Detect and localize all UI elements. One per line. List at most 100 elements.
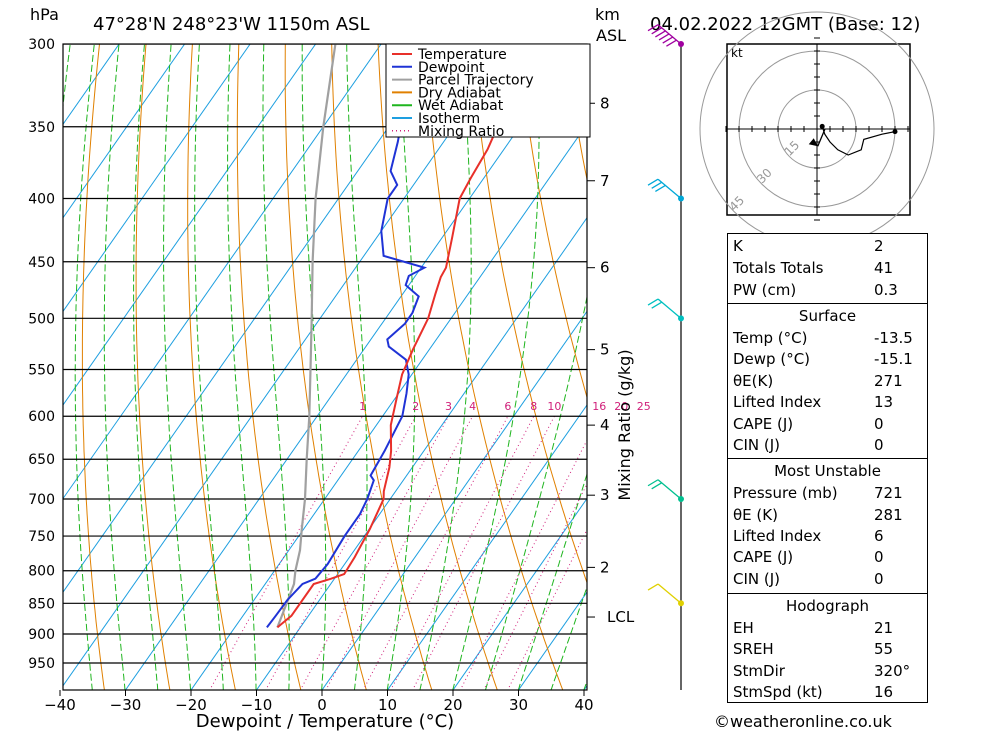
wet-adiabat-line bbox=[484, 294, 587, 690]
skewt-profiles bbox=[266, 44, 531, 629]
mixing-ratio-label: 10 bbox=[547, 400, 561, 413]
mixing-ratio-label: 20 bbox=[614, 400, 628, 413]
x-tick-label: 30 bbox=[509, 696, 528, 714]
hodograph-title-row: Hodograph bbox=[728, 596, 927, 617]
mixing-ratio-line bbox=[325, 415, 474, 690]
stmspd-value: 16 bbox=[874, 683, 894, 701]
stmdir-value: 320° bbox=[874, 662, 911, 680]
mu-theta-e-row: θE (K) 281 bbox=[728, 505, 927, 526]
isotherm-line bbox=[0, 7, 80, 691]
legend-label: Parcel Trajectory bbox=[418, 73, 534, 89]
mu-cin-label: CIN (J) bbox=[733, 570, 781, 588]
dry-adiabat-line bbox=[969, 7, 1000, 691]
km-unit-label: km bbox=[595, 5, 620, 24]
altitude-tick-label: 3 bbox=[600, 486, 610, 504]
x-axis-title: Dewpoint / Temperature (°C) bbox=[196, 711, 454, 732]
pressure-tick-label: 700 bbox=[28, 492, 55, 508]
pressure-tick-label: 650 bbox=[28, 452, 55, 468]
mixing-ratio-label: 1 bbox=[359, 400, 366, 413]
legend-label: Temperature bbox=[417, 47, 507, 63]
stmdir-row: StmDir 320° bbox=[728, 661, 927, 682]
altitude-tick-label: 6 bbox=[600, 259, 610, 277]
mu-theta-e-label: θE (K) bbox=[733, 506, 778, 524]
wind-barbs bbox=[647, 24, 684, 607]
pressure-tick-label: 550 bbox=[28, 363, 55, 379]
totals-totals-value: 41 bbox=[874, 259, 894, 277]
wind-barb bbox=[647, 583, 682, 604]
location-title: 47°28'N 248°23'W 1150m ASL bbox=[93, 14, 370, 35]
legend-label: Mixing Ratio bbox=[418, 124, 504, 140]
surface-theta-e-value: 271 bbox=[874, 372, 903, 390]
hodograph-point bbox=[819, 123, 825, 129]
altitude-tick-label: LCL bbox=[607, 608, 635, 626]
hpa-unit-label: hPa bbox=[30, 5, 59, 24]
x-tick-label: −20 bbox=[175, 696, 207, 714]
dry-adiabat-line bbox=[26, 7, 58, 691]
stmdir-label: StmDir bbox=[733, 662, 785, 680]
legend-label: Wet Adiabat bbox=[418, 98, 504, 114]
wet-adiabat-line bbox=[301, 44, 327, 690]
mixing-ratio-label: 16 bbox=[592, 400, 606, 413]
surface-cape-row: CAPE (J) 0 bbox=[728, 414, 927, 435]
mixing-ratio-label: 4 bbox=[469, 400, 476, 413]
mixing-ratio-label: 2 bbox=[412, 400, 419, 413]
mixing-ratio-line bbox=[459, 439, 587, 690]
mixing-ratio-label: 8 bbox=[530, 400, 537, 413]
copyright-text: ©weatheronline.co.uk bbox=[714, 712, 893, 731]
indices-panel: K 2 Totals Totals 41 PW (cm) 0.3 Surface… bbox=[727, 233, 928, 703]
wet-adiabat-line bbox=[74, 44, 95, 690]
datetime-title: 04.02.2022 12GMT (Base: 12) bbox=[650, 14, 920, 35]
most-unstable-title-row: Most Unstable bbox=[728, 461, 927, 482]
totals-totals-label: Totals Totals bbox=[733, 259, 824, 277]
mu-cin-row: CIN (J) 0 bbox=[728, 569, 927, 590]
altitude-tick-label: 7 bbox=[600, 172, 610, 190]
altitude-tick-label: 2 bbox=[600, 558, 610, 576]
legend-label: Dry Adiabat bbox=[418, 85, 501, 101]
section-divider bbox=[728, 593, 927, 594]
hodograph-trace bbox=[821, 126, 896, 156]
mu-pressure-row: Pressure (mb) 721 bbox=[728, 483, 927, 504]
mixing-ratio-label: 3 bbox=[445, 400, 452, 413]
pressure-tick-label: 400 bbox=[28, 191, 55, 207]
stmspd-row: StmSpd (kt) 16 bbox=[728, 682, 927, 703]
mu-pressure-label: Pressure (mb) bbox=[733, 484, 838, 502]
x-tick-label: 40 bbox=[574, 696, 593, 714]
surface-li-label: Lifted Index bbox=[733, 393, 822, 411]
surface-li-row: Lifted Index 13 bbox=[728, 392, 927, 413]
sreh-value: 55 bbox=[874, 640, 894, 658]
totals-totals-row: Totals Totals 41 bbox=[728, 258, 927, 279]
altitude-tick-label: 4 bbox=[600, 416, 610, 434]
surface-cape-value: 0 bbox=[874, 415, 884, 433]
mixing-ratio-line bbox=[390, 415, 535, 690]
mu-theta-e-value: 281 bbox=[874, 506, 903, 524]
wet-adiabat-line bbox=[550, 585, 587, 690]
pw-value: 0.3 bbox=[874, 281, 898, 299]
pressure-tick-label: 600 bbox=[28, 409, 55, 425]
eh-row: EH 21 bbox=[728, 618, 927, 639]
mu-pressure-value: 721 bbox=[874, 484, 903, 502]
wet-adiabat-line bbox=[63, 44, 71, 111]
surface-dewp-value: -15.1 bbox=[874, 350, 913, 368]
plot-frame bbox=[62, 43, 588, 691]
mixing-ratio-line bbox=[483, 482, 587, 690]
isotherm-line bbox=[63, 44, 317, 406]
mixing-ratio-line bbox=[209, 415, 364, 690]
mixing-ratio-label: 25 bbox=[637, 400, 651, 413]
isotherm-line bbox=[386, 404, 587, 690]
eh-label: EH bbox=[733, 619, 754, 637]
x-tick-label: −40 bbox=[44, 696, 76, 714]
sreh-label: SREH bbox=[733, 640, 774, 658]
dry-adiabat-line bbox=[0, 7, 13, 691]
pressure-tick-label: 450 bbox=[28, 255, 55, 271]
pressure-tick-label: 850 bbox=[28, 596, 55, 612]
k-index-row: K 2 bbox=[728, 236, 927, 257]
mu-li-label: Lifted Index bbox=[733, 527, 822, 545]
x-tick-label: −30 bbox=[110, 696, 142, 714]
pressure-tick-label: 950 bbox=[28, 656, 55, 672]
surface-temp-label: Temp (°C) bbox=[733, 329, 808, 347]
legend-label: Isotherm bbox=[418, 111, 480, 127]
asl-unit-label: ASL bbox=[596, 26, 626, 45]
most-unstable-title: Most Unstable bbox=[774, 462, 881, 480]
surface-title: Surface bbox=[798, 307, 857, 325]
isotherm-line bbox=[63, 44, 120, 126]
